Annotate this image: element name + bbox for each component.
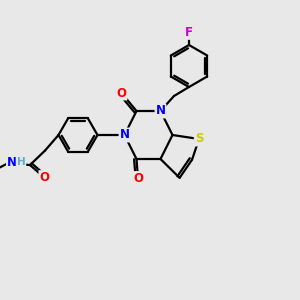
Text: S: S [195, 133, 203, 146]
Text: N: N [119, 128, 130, 142]
Text: N: N [7, 155, 17, 169]
Text: O: O [116, 86, 127, 100]
Text: F: F [185, 26, 193, 39]
Text: O: O [39, 171, 50, 184]
Text: O: O [133, 172, 143, 185]
Text: H: H [16, 157, 26, 167]
Text: N: N [155, 104, 166, 118]
